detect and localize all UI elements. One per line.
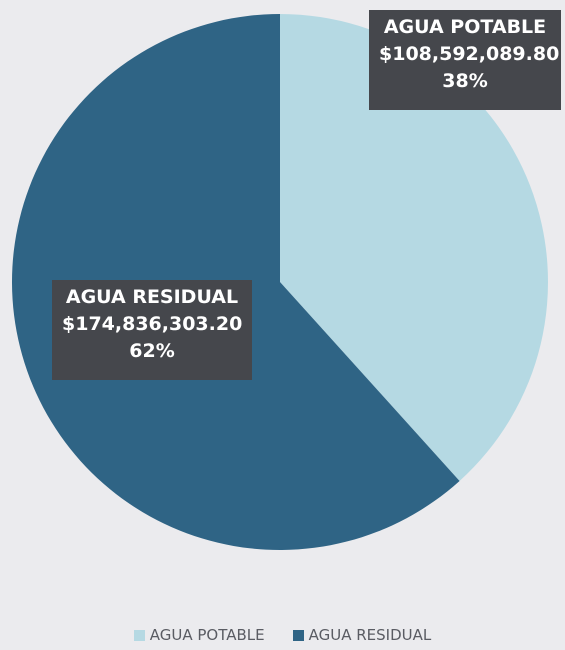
data-label-percent: 38% [442,70,488,92]
data-label-percent: 62% [129,340,175,362]
legend-label: AGUA POTABLE [149,626,265,644]
data-label-agua-residual: AGUA RESIDUAL $174,836,303.20 62% [52,280,252,380]
legend: AGUA POTABLE AGUA RESIDUAL [0,626,565,644]
data-label-name: AGUA POTABLE [383,16,547,38]
legend-item-agua-residual: AGUA RESIDUAL [292,626,432,644]
data-label-name: AGUA RESIDUAL [65,286,239,308]
legend-swatch [133,629,145,641]
legend-item-agua-potable: AGUA POTABLE [133,626,265,644]
data-label-value: $174,836,303.20 [62,313,243,335]
data-label-agua-potable: AGUA POTABLE $108,592,089.80 38% [369,10,561,110]
legend-label: AGUA RESIDUAL [308,626,432,644]
pie-slice-agua-potable [280,14,548,481]
legend-swatch [292,629,304,641]
data-label-value: $108,592,089.80 [379,43,560,65]
